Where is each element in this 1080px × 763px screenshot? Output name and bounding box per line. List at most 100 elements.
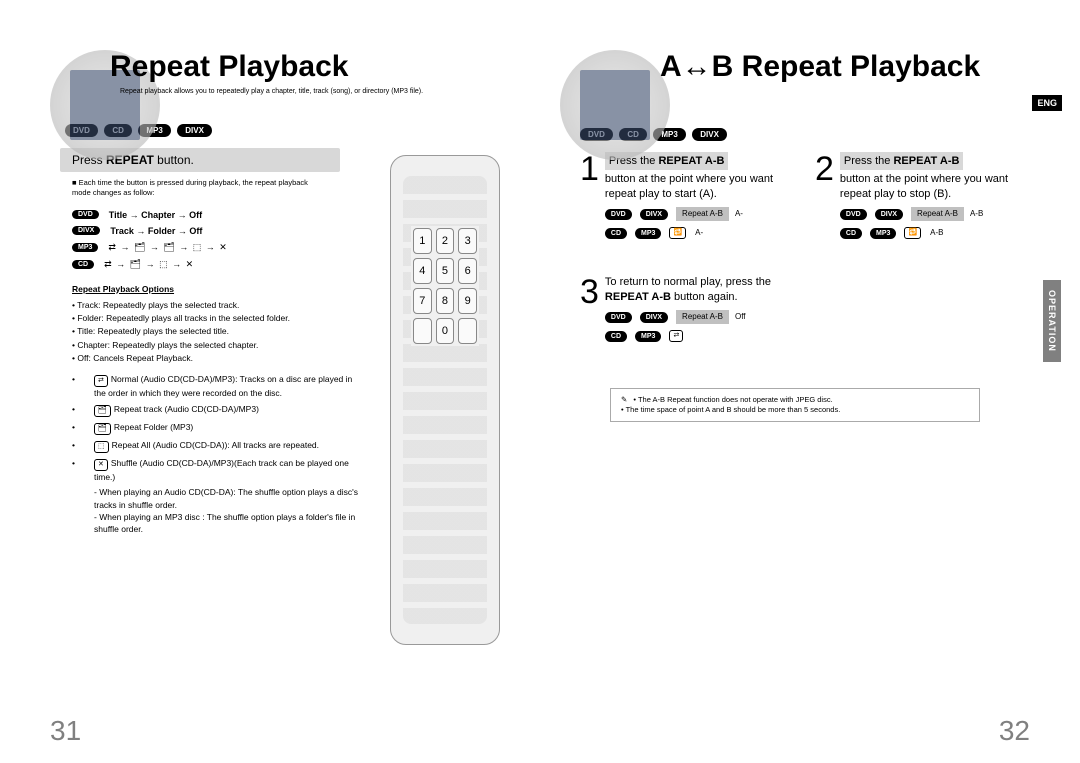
badge: MP3 — [870, 228, 896, 239]
status-box: Repeat A-B — [911, 207, 964, 221]
remote-key: 6 — [458, 258, 477, 284]
step-number: 1 — [580, 152, 599, 245]
step-number: 3 — [580, 275, 599, 348]
mode-badge: DIVX — [72, 226, 100, 235]
repeat-icon: 🗂 — [94, 405, 111, 417]
status-value: A-B — [970, 209, 983, 219]
mode-badge: DVD — [72, 210, 99, 219]
remote-key: 5 — [436, 258, 455, 284]
status-row: DVD DIVX Repeat A-B Off — [605, 310, 790, 324]
page-number: 31 — [50, 715, 81, 747]
pencil-icon: ✎ — [621, 395, 627, 405]
disc-graphic — [560, 50, 670, 160]
remote-key — [413, 318, 432, 344]
list-item: • Chapter: Repeatedly plays the selected… — [72, 340, 362, 351]
remote-control-graphic: 1 2 3 4 5 6 7 8 9 0 — [390, 155, 500, 645]
text: button at the point where you want repea… — [840, 173, 1008, 199]
text: button at the point where you want repea… — [605, 173, 773, 199]
note-box: ✎ • The A-B Repeat function does not ope… — [610, 388, 980, 422]
text: Press the — [844, 155, 894, 167]
repeat-icon: 🗂 — [94, 423, 111, 435]
badge: MP3 — [635, 228, 661, 239]
section-tab: OPERATION — [1043, 280, 1061, 362]
repeat-ab-icon: 🔁 — [669, 227, 686, 239]
text: button. — [154, 153, 194, 167]
text: - When playing an MP3 disc : The shuffle… — [94, 511, 362, 536]
options-list: • Track: Repeatedly plays the selected t… — [72, 300, 362, 365]
remote-key: 8 — [436, 288, 455, 314]
status-row: CD MP3 🔁 A- — [605, 227, 785, 239]
text: REPEAT A-B — [658, 155, 724, 167]
remote-key: 1 — [413, 228, 432, 254]
status-box: Repeat A-B — [676, 207, 729, 221]
badge: DVD — [605, 209, 632, 220]
repeat-icon: ⬚ — [94, 441, 109, 453]
status-row: CD MP3 ⇄ — [605, 330, 790, 342]
note-line: • The time space of point A and B should… — [621, 405, 840, 414]
text: button again. — [671, 291, 738, 303]
badge: CD — [605, 228, 627, 239]
status-value: Off — [735, 312, 746, 322]
step-1: 1 Press the REPEAT A-B button at the poi… — [580, 152, 785, 245]
status-row: CD MP3 🔁 A-B — [840, 227, 1020, 239]
remote-keypad: 1 2 3 4 5 6 7 8 9 0 — [411, 226, 479, 346]
mode-text: Track → Folder → Off — [110, 226, 202, 236]
text: Repeat All (Audio CD(CD-DA)): All tracks… — [112, 440, 319, 450]
text: Normal (Audio CD(CD-DA)/MP3): Tracks on … — [94, 374, 352, 398]
list-item: 🗂Repeat track (Audio CD(CD-DA)/MP3) — [72, 403, 362, 417]
list-item: ✕Shuffle (Audio CD(CD-DA)/MP3)(Each trac… — [72, 457, 362, 536]
badge: DIVX — [177, 124, 212, 137]
list-item: • Off: Cancels Repeat Playback. — [72, 353, 362, 364]
page-title: A↔B Repeat Playback — [660, 50, 1020, 84]
badge: DIVX — [875, 209, 903, 220]
text: REPEAT A-B — [893, 155, 959, 167]
page-32: ENG OPERATION A↔B Repeat Playback DVD CD… — [540, 0, 1080, 763]
badge: CD — [605, 331, 627, 342]
page-subtitle: Repeat playback allows you to repeatedly… — [120, 88, 500, 95]
remote-key: 2 — [436, 228, 455, 254]
list-item: • Track: Repeatedly plays the selected t… — [72, 300, 362, 311]
instruction-note: ■ Each time the button is pressed during… — [60, 178, 340, 198]
status-box: Repeat A-B — [676, 310, 729, 324]
mode-text: Title → Chapter → Off — [109, 210, 202, 220]
text: Each time the button is pressed during p… — [72, 178, 308, 197]
step-3: 3 To return to normal play, press the RE… — [580, 275, 790, 348]
text: To return to normal play, press the — [605, 276, 771, 288]
mode-symbols: ⇄ → 🗂 → ⬚ → ✕ — [104, 259, 194, 270]
mode-badge: MP3 — [72, 243, 98, 252]
badge: DVD — [840, 209, 867, 220]
text: - When playing an Audio CD(CD-DA): The s… — [94, 486, 362, 511]
status-value: A-B — [930, 228, 943, 238]
text: REPEAT A-B — [605, 291, 671, 303]
status-row: DVD DIVX Repeat A-B A- — [605, 207, 785, 221]
steps-row-top: 1 Press the REPEAT A-B button at the poi… — [580, 152, 1020, 245]
remote-key: 7 — [413, 288, 432, 314]
page-number: 32 — [999, 715, 1030, 747]
list-item: • Title: Repeatedly plays the selected t… — [72, 326, 362, 337]
language-badge: ENG — [1032, 95, 1062, 111]
text: Repeat track (Audio CD(CD-DA)/MP3) — [114, 404, 259, 414]
step-2: 2 Press the REPEAT A-B button at the poi… — [815, 152, 1020, 245]
note-line: • The A-B Repeat function does not opera… — [633, 395, 832, 404]
step-body: To return to normal play, press the REPE… — [605, 275, 790, 348]
page-31: Repeat Playback Repeat playback allows y… — [0, 0, 540, 763]
badge: DIVX — [640, 209, 668, 220]
icon-options-list: ⇄Normal (Audio CD(CD-DA)/MP3): Tracks on… — [72, 373, 362, 536]
repeat-icon: ✕ — [94, 459, 108, 471]
badge: MP3 — [635, 331, 661, 342]
remote-key: 4 — [413, 258, 432, 284]
repeat-ab-icon: 🔁 — [904, 227, 921, 239]
step-body: Press the REPEAT A-B button at the point… — [605, 152, 785, 245]
text: Repeat Folder (MP3) — [114, 422, 193, 432]
repeat-icon: ⇄ — [94, 375, 108, 387]
text: Shuffle (Audio CD(CD-DA)/MP3)(Each track… — [94, 458, 349, 482]
badge: DIVX — [640, 312, 668, 323]
badge: CD — [840, 228, 862, 239]
remote-key: 3 — [458, 228, 477, 254]
remote-key: 0 — [436, 318, 455, 344]
badge: DVD — [605, 312, 632, 323]
step-number: 2 — [815, 152, 834, 245]
mode-symbols: ⇄ → 🗂 → 🗂 → ⬚ → ✕ — [108, 242, 227, 253]
remote-key: 9 — [458, 288, 477, 314]
list-item: 🗂Repeat Folder (MP3) — [72, 421, 362, 435]
